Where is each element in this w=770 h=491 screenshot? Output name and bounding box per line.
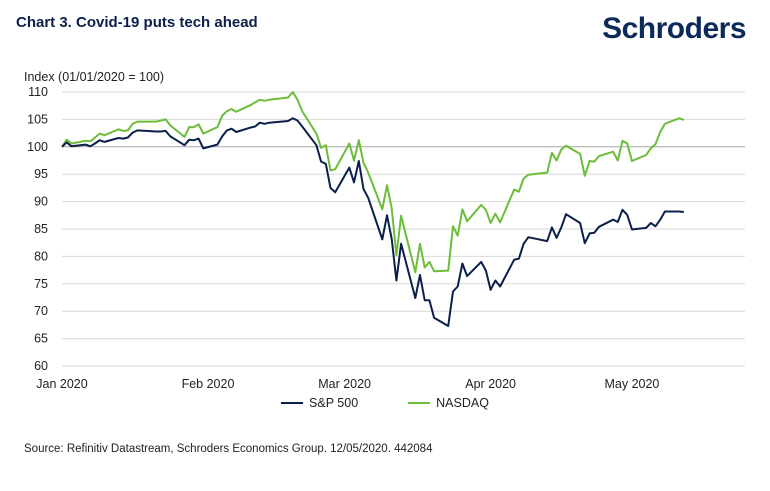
- x-tick-label: Feb 2020: [182, 377, 235, 391]
- x-tick-label: Jan 2020: [36, 377, 87, 391]
- y-tick-label: 80: [34, 249, 48, 263]
- x-tick-label: Apr 2020: [465, 377, 516, 391]
- chart-title: Chart 3. Covid-19 puts tech ahead: [16, 14, 258, 31]
- legend-label-nasdaq: NASDAQ: [436, 396, 489, 410]
- y-tick-label: 70: [34, 304, 48, 318]
- brand-logo: Schroders: [602, 12, 746, 45]
- y-axis-label: Index (01/01/2020 = 100): [24, 70, 165, 84]
- legend-label-sp500: S&P 500: [309, 396, 359, 410]
- series-line-nasdaq: [61, 91, 685, 274]
- series-lines: [61, 91, 685, 327]
- y-tick-label: 110: [28, 85, 48, 99]
- series-line-sp500: [61, 117, 684, 327]
- y-tick-labels: 60 65 70 75 80 85 90 95 100 105 110: [27, 85, 48, 373]
- y-tick-label: 100: [27, 140, 48, 154]
- y-tick-label: 95: [34, 167, 48, 181]
- legend: S&P 500 NASDAQ: [0, 396, 770, 410]
- legend-item-nasdaq: NASDAQ: [408, 396, 489, 410]
- y-tick-label: 60: [34, 359, 48, 373]
- y-tick-label: 85: [34, 222, 48, 236]
- legend-swatch-sp500: [281, 402, 304, 404]
- x-tick-label: Mar 2020: [318, 377, 371, 391]
- legend-item-sp500: S&P 500: [281, 396, 358, 410]
- y-tick-label: 75: [34, 277, 48, 291]
- y-tick-label: 65: [34, 332, 48, 346]
- x-tick-label: May 2020: [604, 377, 659, 391]
- y-tick-label: 90: [34, 195, 48, 209]
- legend-swatch-nasdaq: [408, 402, 431, 404]
- grid-lines: [62, 91, 745, 367]
- y-tick-label: 105: [27, 112, 48, 126]
- source-note: Source: Refinitiv Datastream, Schroders …: [24, 443, 433, 455]
- x-tick-labels: Jan 2020 Feb 2020 Mar 2020 Apr 2020 May 2020: [36, 377, 659, 391]
